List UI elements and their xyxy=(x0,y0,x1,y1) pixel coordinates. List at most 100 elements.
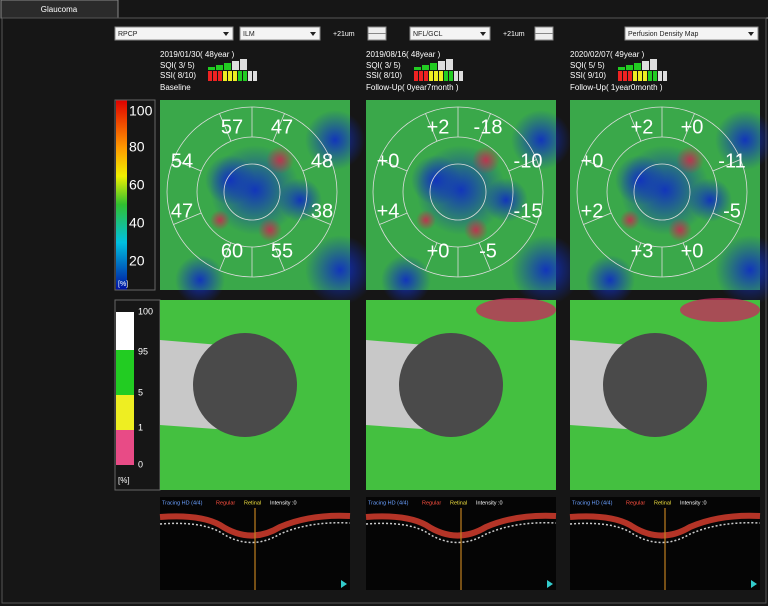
ssi-bar xyxy=(459,71,463,81)
sqi-bar xyxy=(642,61,649,70)
scan-ssi: SSI( 9/10) xyxy=(570,71,606,80)
scan-label: Follow-Up( 1year0month ) xyxy=(570,83,663,92)
ssi-bar xyxy=(434,71,438,81)
retina-boundary xyxy=(159,521,351,544)
sector-value: +2 xyxy=(631,116,654,138)
bscan-intensity: Intensity :0 xyxy=(270,500,297,506)
sector-value: +0 xyxy=(427,240,450,262)
ssi-bar xyxy=(444,71,448,81)
ssi-bar xyxy=(638,71,642,81)
density-map xyxy=(160,100,375,305)
low-density xyxy=(511,235,581,305)
ssi-bar xyxy=(223,71,227,81)
sector-value: +0 xyxy=(681,240,704,262)
ssi-bar xyxy=(414,71,418,81)
scan-sqi: SQI( 5/ 5) xyxy=(570,61,605,70)
bscan-mode: Tracing HD (4/4) xyxy=(162,500,203,506)
sqi-bar xyxy=(430,63,437,70)
grid-spoke xyxy=(478,242,491,271)
retina-boundary xyxy=(569,521,761,544)
grid-spoke xyxy=(682,242,695,271)
dropdown[interactable] xyxy=(239,26,321,41)
grid-spoke xyxy=(272,242,285,271)
play-icon[interactable] xyxy=(547,580,553,588)
grid-spoke xyxy=(219,242,232,271)
dropdown[interactable] xyxy=(409,26,491,41)
ssi-bar xyxy=(618,71,622,81)
sector-value: 47 xyxy=(271,116,293,138)
grid-ring xyxy=(223,163,281,221)
dropdown[interactable] xyxy=(624,26,759,41)
high-density xyxy=(258,218,282,242)
bscan-mode: Tracing HD (4/4) xyxy=(368,500,409,506)
bscan-layer: Retinal xyxy=(654,500,671,506)
ssi-bar xyxy=(429,71,433,81)
ssi-bar xyxy=(449,71,453,81)
sector-value: -10 xyxy=(514,150,543,172)
sector-value: +0 xyxy=(377,150,400,172)
high-density xyxy=(668,218,692,242)
sector-value: 48 xyxy=(311,150,333,172)
ssi-bar xyxy=(243,71,247,81)
grid-ring xyxy=(633,163,691,221)
low-density xyxy=(615,155,665,205)
ssi-bar xyxy=(454,71,458,81)
sqi-bar xyxy=(414,67,421,70)
deviation-band xyxy=(116,430,134,465)
scan-date: 2020/02/07( 49year ) xyxy=(570,50,645,59)
sector-value: +3 xyxy=(631,240,654,262)
scan-sqi: SQI( 3/ 5) xyxy=(366,61,401,70)
high-density xyxy=(620,210,640,230)
sqi-bar xyxy=(634,63,641,70)
retina-boundary xyxy=(365,521,557,544)
low-density xyxy=(305,110,365,170)
density-tick-label: 60 xyxy=(129,177,145,193)
grid-spoke xyxy=(583,159,612,172)
dropdown-value: RPCP xyxy=(118,31,138,38)
sector-value: -5 xyxy=(479,240,497,262)
ssi-bar xyxy=(218,71,222,81)
low-density xyxy=(411,155,461,205)
sector-value: -18 xyxy=(474,116,503,138)
sector-value: -15 xyxy=(514,200,543,222)
ssi-bar xyxy=(648,71,652,81)
density-colorbar xyxy=(116,100,127,290)
sector-value: 54 xyxy=(171,150,193,172)
play-icon[interactable] xyxy=(341,580,347,588)
bscan-layer: Retinal xyxy=(450,500,467,506)
frame xyxy=(1,17,767,604)
high-density xyxy=(210,210,230,230)
low-density xyxy=(715,110,768,170)
retina-layer xyxy=(365,512,557,539)
ssi-bar xyxy=(633,71,637,81)
dropdown[interactable] xyxy=(114,26,234,41)
deviation-patch xyxy=(680,298,760,322)
sqi-bar xyxy=(650,59,657,70)
grid-spoke xyxy=(379,212,408,225)
ssi-bar xyxy=(208,71,212,81)
scan-ssi: SSI( 8/10) xyxy=(366,71,402,80)
low-density xyxy=(715,235,768,305)
deviation-tick-label: 95 xyxy=(138,346,148,356)
play-icon[interactable] xyxy=(751,580,757,588)
sector-value: +4 xyxy=(377,200,400,222)
ssi-bar xyxy=(228,71,232,81)
deviation-band xyxy=(116,395,134,430)
optic-disc xyxy=(603,333,707,437)
bscan-intensity: Intensity :0 xyxy=(680,500,707,506)
grid-spoke xyxy=(629,113,642,142)
ssi-bar xyxy=(653,71,657,81)
low-density xyxy=(381,255,431,305)
ssi-bar xyxy=(628,71,632,81)
bscan-intensity: Intensity :0 xyxy=(476,500,503,506)
sqi-bar xyxy=(438,61,445,70)
grid-spoke xyxy=(508,212,537,225)
grid-spoke xyxy=(583,212,612,225)
ssi-bar xyxy=(424,71,428,81)
sector-value: 57 xyxy=(221,116,243,138)
bscan-mode: Tracing HD (4/4) xyxy=(572,500,613,506)
low-density xyxy=(305,235,375,305)
deviation-band xyxy=(116,350,134,395)
sector-value: +0 xyxy=(681,116,704,138)
optic-disc xyxy=(399,333,503,437)
